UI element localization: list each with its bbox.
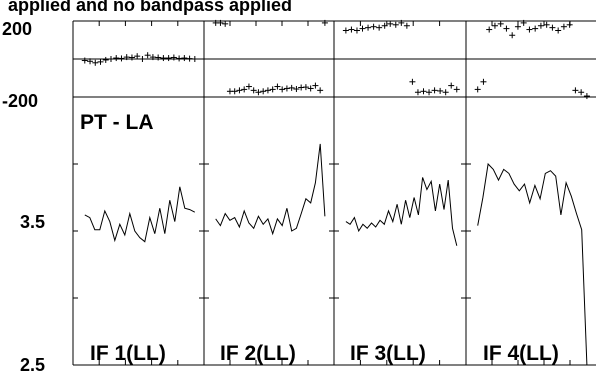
- phase-point: [191, 56, 198, 62]
- chart-title: applied and no bandpass applied: [8, 0, 292, 15]
- phase-point: [497, 20, 504, 27]
- phase-point: [107, 56, 114, 62]
- phase-point: [279, 86, 286, 93]
- amplitude-line-if3: [345, 177, 458, 246]
- baseline-label: PT - LA: [80, 111, 154, 134]
- phase-point: [342, 27, 349, 34]
- phase-point: [420, 88, 427, 95]
- panel-label-if3: IF 3(LL): [350, 342, 426, 365]
- phase-tick-bottom: -200: [2, 91, 38, 111]
- phase-point: [307, 85, 314, 92]
- amp-tick-mid: 3.5: [20, 212, 45, 232]
- phase-point: [414, 89, 421, 96]
- phase-point: [549, 24, 556, 31]
- amplitude-line-if2: [215, 143, 326, 236]
- phase-point: [381, 22, 388, 29]
- phase-point: [139, 56, 146, 62]
- phase-point: [92, 59, 99, 66]
- phase-point: [555, 27, 562, 34]
- phase-point: [288, 84, 295, 91]
- amp-tick-bottom: 2.5: [20, 355, 45, 375]
- phase-point: [520, 19, 527, 26]
- phase-point: [514, 23, 521, 30]
- phase-point: [250, 87, 257, 94]
- phase-point: [186, 55, 193, 62]
- phase-point: [236, 87, 243, 94]
- phase-point: [448, 82, 455, 89]
- phase-point: [486, 26, 493, 33]
- amplitude-line-if4: [477, 162, 588, 366]
- phase-point: [134, 53, 141, 60]
- phase-point: [255, 89, 262, 96]
- phase-point: [81, 57, 88, 64]
- phase-point: [491, 22, 498, 29]
- phase-point: [437, 87, 444, 94]
- phase-point: [431, 87, 438, 94]
- phase-point: [442, 89, 449, 96]
- phase-point: [264, 87, 271, 94]
- phase-point: [118, 55, 125, 62]
- phase-point: [160, 55, 167, 62]
- phase-point: [269, 86, 276, 93]
- phase-point: [123, 54, 130, 61]
- phase-point: [176, 55, 183, 62]
- phase-point: [102, 56, 109, 63]
- phase-point: [537, 22, 544, 29]
- phase-point: [113, 55, 120, 62]
- phase-point: [181, 55, 188, 62]
- phase-point: [87, 58, 94, 65]
- phase-point: [149, 54, 156, 61]
- phase-point: [302, 84, 309, 91]
- phase-point: [387, 20, 394, 27]
- phase-point: [376, 24, 383, 31]
- phase-point: [359, 25, 366, 32]
- phase-point: [392, 21, 399, 28]
- phase-point: [317, 87, 324, 94]
- panel-label-if4: IF 4(LL): [483, 342, 559, 365]
- phase-point: [241, 86, 248, 93]
- phase-point: [293, 86, 300, 93]
- phase-point: [283, 85, 290, 92]
- phase-point: [560, 23, 567, 30]
- amplitude-line-if1: [84, 186, 196, 243]
- phase-point: [572, 87, 579, 94]
- phase-point: [274, 83, 281, 90]
- phase-point: [170, 54, 177, 61]
- phase-point: [532, 25, 539, 32]
- phase-point: [217, 19, 224, 26]
- phase-point: [222, 20, 229, 27]
- phase-point: [453, 86, 460, 93]
- phase-tick-top: 200: [2, 19, 32, 39]
- phase-point: [144, 52, 151, 59]
- phase-point: [260, 88, 267, 95]
- phase-point: [474, 86, 481, 93]
- phase-point: [165, 55, 172, 62]
- phase-point: [526, 26, 533, 33]
- panel-label-if2: IF 2(LL): [220, 342, 296, 365]
- phase-point: [480, 78, 487, 85]
- phase-point: [312, 82, 319, 89]
- phase-point: [426, 89, 433, 96]
- phase-point: [321, 19, 328, 26]
- phase-point: [503, 25, 510, 32]
- panel-label-if1: IF 1(LL): [90, 342, 166, 365]
- phase-point: [365, 24, 372, 31]
- phase-point: [155, 54, 162, 61]
- phase-point: [370, 23, 377, 30]
- phase-point: [128, 54, 135, 61]
- phase-point: [578, 89, 585, 96]
- phase-point: [245, 83, 252, 90]
- phase-point: [231, 88, 238, 95]
- phase-point: [509, 32, 516, 39]
- phase-point: [543, 21, 550, 28]
- phase-point: [353, 27, 360, 34]
- phase-point: [398, 19, 405, 26]
- phase-point: [348, 26, 355, 33]
- phase-point: [566, 21, 573, 28]
- phase-point: [583, 93, 590, 100]
- phase-point: [97, 58, 104, 65]
- phase-point: [403, 22, 410, 29]
- phase-point: [409, 78, 416, 85]
